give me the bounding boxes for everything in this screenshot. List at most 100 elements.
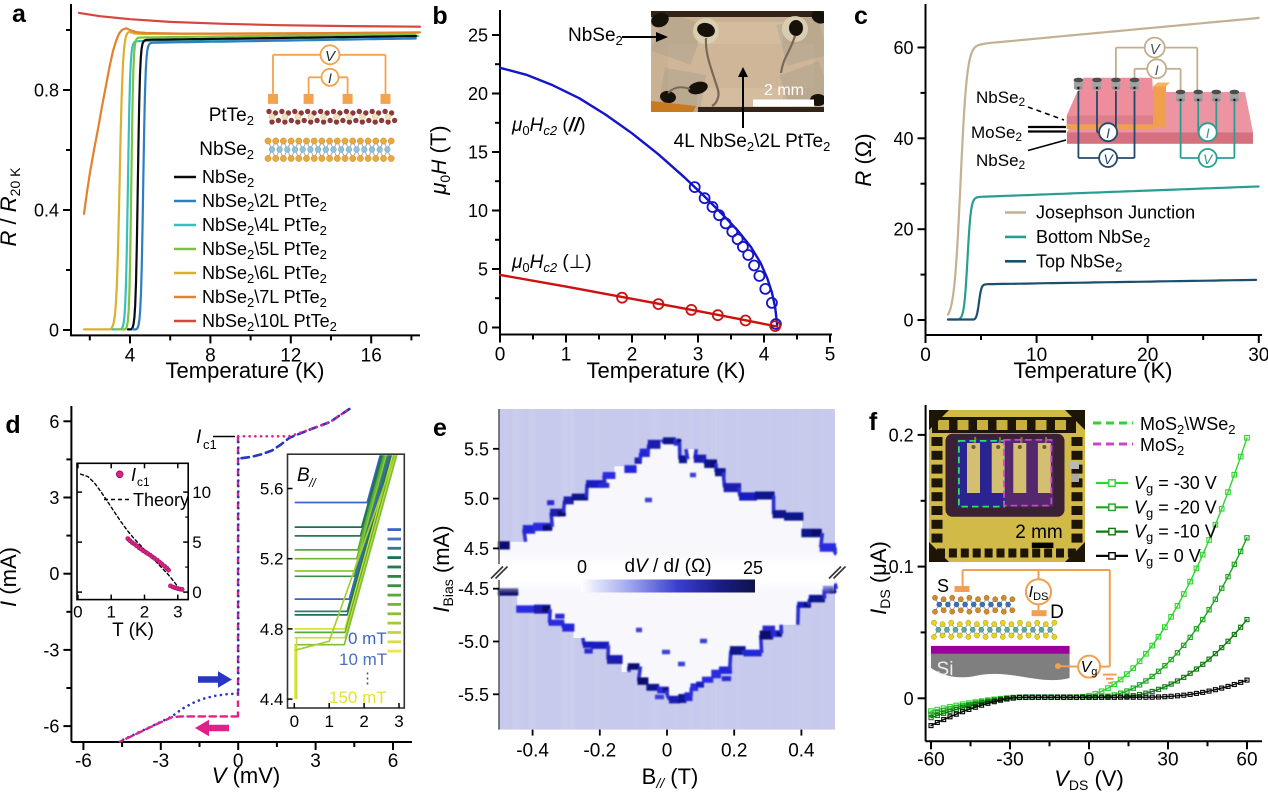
svg-text:0.8: 0.8 <box>34 81 59 101</box>
svg-text:-3: -3 <box>152 751 169 772</box>
svg-text:-0.4: -0.4 <box>516 741 549 762</box>
svg-text:5.0: 5.0 <box>464 489 489 509</box>
svg-text:b: b <box>432 2 447 30</box>
svg-text:Temperature (K): Temperature (K) <box>1014 358 1173 383</box>
svg-text:5.6: 5.6 <box>260 480 284 499</box>
svg-text:NbSe2: NbSe2 <box>976 88 1026 109</box>
svg-text:NbSe2: NbSe2 <box>568 25 623 48</box>
svg-text:μ0Hc2 (//): μ0Hc2 (//) <box>511 115 586 138</box>
svg-text:2: 2 <box>140 603 149 622</box>
svg-text:2 mm: 2 mm <box>764 82 804 99</box>
svg-text:0.4: 0.4 <box>34 201 59 221</box>
svg-text:150 mT: 150 mT <box>329 688 387 707</box>
svg-text:0.4: 0.4 <box>788 741 815 762</box>
svg-text:6: 6 <box>388 751 399 772</box>
svg-text:Vg = -20 V: Vg = -20 V <box>1134 497 1217 520</box>
svg-text:-3: -3 <box>43 640 59 660</box>
svg-text:Vg: Vg <box>1081 659 1098 678</box>
svg-text:30: 30 <box>1157 749 1178 770</box>
svg-text:Top NbSe2: Top NbSe2 <box>1036 251 1122 274</box>
svg-text:I: I <box>196 427 202 448</box>
svg-text:Temperature (K): Temperature (K) <box>166 358 325 383</box>
svg-text:0.1: 0.1 <box>889 557 914 577</box>
svg-text://: // <box>308 476 317 490</box>
svg-text:NbSe2\2L PtTe2: NbSe2\2L PtTe2 <box>202 191 327 214</box>
svg-text:4L NbSe2\2L PtTe2: 4L NbSe2\2L PtTe2 <box>674 131 831 154</box>
svg-text:10 mT: 10 mT <box>339 650 387 669</box>
svg-text:0: 0 <box>577 557 587 577</box>
svg-text:12: 12 <box>280 345 301 366</box>
svg-text:5: 5 <box>192 533 201 552</box>
svg-text:2 mm: 2 mm <box>1015 522 1063 543</box>
svg-text:60: 60 <box>893 38 913 58</box>
svg-text:40: 40 <box>893 129 913 149</box>
svg-text:-30: -30 <box>996 749 1023 770</box>
svg-text:V (mV): V (mV) <box>212 763 280 788</box>
svg-text:MoS2: MoS2 <box>1140 435 1184 458</box>
svg-text:B// (T): B// (T) <box>642 764 699 791</box>
svg-text:10: 10 <box>1026 345 1047 366</box>
svg-text:10: 10 <box>468 201 488 221</box>
svg-text:Si: Si <box>937 659 954 680</box>
svg-text:5: 5 <box>478 260 488 280</box>
svg-text:MoS2\WSe2: MoS2\WSe2 <box>1140 414 1236 437</box>
svg-text:4.8: 4.8 <box>260 620 284 639</box>
svg-text:0: 0 <box>495 345 506 366</box>
svg-text:0.2: 0.2 <box>721 741 747 762</box>
svg-text:V: V <box>1150 41 1162 58</box>
svg-text:0: 0 <box>478 318 488 338</box>
svg-text:4: 4 <box>125 345 136 366</box>
svg-text:5: 5 <box>825 345 836 366</box>
svg-text:-5.0: -5.0 <box>458 632 489 652</box>
svg-text:S: S <box>937 576 949 596</box>
svg-text:IDS (μA): IDS (μA) <box>866 541 893 615</box>
svg-text:⋮: ⋮ <box>360 670 375 687</box>
svg-text:20: 20 <box>468 84 488 104</box>
svg-text:a: a <box>12 0 27 28</box>
svg-text:20: 20 <box>893 220 913 240</box>
svg-text:1: 1 <box>561 345 572 366</box>
svg-text:25: 25 <box>743 558 763 578</box>
svg-text:NbSe2\10L PtTe2: NbSe2\10L PtTe2 <box>202 311 337 334</box>
svg-text:e: e <box>433 414 447 442</box>
svg-text:PtTe2: PtTe2 <box>209 105 254 128</box>
svg-text:NbSe2: NbSe2 <box>976 151 1026 172</box>
svg-text:I: I <box>1106 125 1110 141</box>
svg-text:I: I <box>131 465 136 485</box>
svg-text:0: 0 <box>49 564 59 584</box>
svg-text:4: 4 <box>759 345 770 366</box>
svg-text:NbSe2\7L PtTe2: NbSe2\7L PtTe2 <box>202 287 327 310</box>
svg-text:4.4: 4.4 <box>260 690 284 709</box>
svg-text:1: 1 <box>106 603 115 622</box>
svg-text:5.2: 5.2 <box>260 550 284 569</box>
svg-text:NbSe2\5L PtTe2: NbSe2\5L PtTe2 <box>202 239 327 262</box>
svg-text:0: 0 <box>662 741 673 762</box>
svg-text:3: 3 <box>693 345 704 366</box>
svg-text:5.5: 5.5 <box>464 439 489 459</box>
svg-text:2: 2 <box>359 712 368 731</box>
svg-text:0: 0 <box>49 321 59 341</box>
svg-text:dV / dI (Ω): dV / dI (Ω) <box>624 556 711 577</box>
svg-text:-60: -60 <box>917 749 944 770</box>
svg-text:I: I <box>1155 62 1159 78</box>
svg-text:-0.2: -0.2 <box>583 741 616 762</box>
svg-text:30: 30 <box>1248 345 1268 366</box>
svg-text:0 mT: 0 mT <box>348 629 387 648</box>
svg-text:0: 0 <box>903 311 913 331</box>
svg-text:0: 0 <box>192 583 201 602</box>
svg-text:NbSe2\6L PtTe2: NbSe2\6L PtTe2 <box>202 263 327 286</box>
svg-text:0: 0 <box>290 712 299 731</box>
svg-text:c1: c1 <box>203 437 217 452</box>
svg-text:R (Ω): R (Ω) <box>851 133 876 186</box>
svg-text:-6: -6 <box>75 751 92 772</box>
svg-text:0: 0 <box>233 751 244 772</box>
svg-text:μ0H (T): μ0H (T) <box>426 125 453 195</box>
svg-text:16: 16 <box>361 345 382 366</box>
svg-text:3: 3 <box>49 488 59 508</box>
svg-text:25: 25 <box>468 26 488 46</box>
svg-text:VDS (V): VDS (V) <box>1054 766 1124 793</box>
svg-text:1: 1 <box>324 712 333 731</box>
svg-text:D: D <box>1050 602 1064 623</box>
svg-text:I: I <box>328 70 332 86</box>
svg-text:Vg = 0 V: Vg = 0 V <box>1134 546 1201 569</box>
